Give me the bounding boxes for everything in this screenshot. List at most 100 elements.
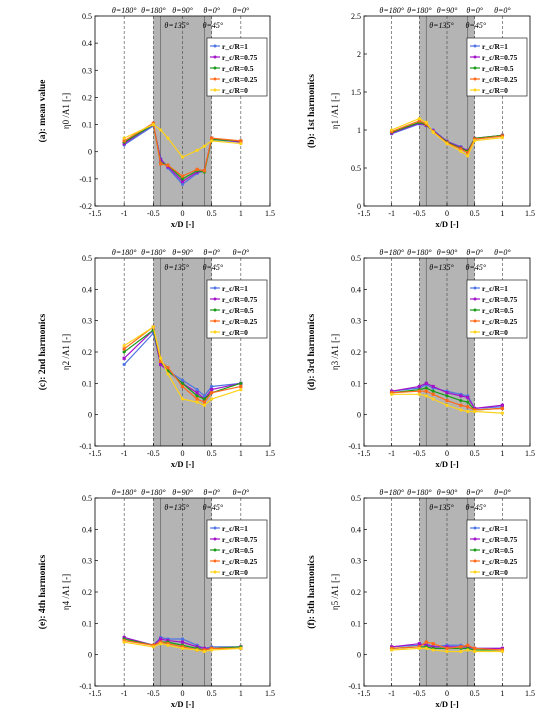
data-point: [159, 162, 163, 166]
theta-mid-label: θ=135°: [429, 263, 454, 272]
x-axis-label: x/D [-]: [435, 219, 459, 229]
x-tick-label: -1: [121, 449, 128, 458]
legend-label: r_c/R=0.75: [222, 535, 258, 544]
x-tick-label: -1.5: [89, 689, 102, 698]
data-point: [202, 394, 206, 398]
legend-box: [206, 279, 268, 339]
legend-label: r_c/R=0: [222, 568, 248, 577]
data-point: [466, 648, 470, 652]
y-tick-label: 0.5: [82, 494, 92, 503]
data-point: [459, 149, 463, 153]
theta-label: θ=0°: [466, 488, 483, 497]
theta-label: θ=180°: [112, 6, 137, 15]
theta-label: θ=0°: [203, 248, 220, 257]
legend-marker: [473, 559, 477, 563]
data-point: [465, 400, 470, 405]
y-tick-label: -0.1: [348, 442, 361, 451]
y-tick-label: 0.5: [82, 12, 92, 21]
legend-label: r_c/R=1: [222, 524, 248, 533]
y-tick-label: 0: [357, 202, 361, 211]
theta-label: θ=90°: [437, 6, 458, 15]
y-axis-label: η0 /A1 [-]: [61, 93, 71, 129]
data-point: [424, 381, 428, 385]
y-tick-label: 0.5: [351, 164, 361, 173]
legend-label: r_c/R=0: [222, 328, 248, 337]
panel-label: (b): 1st harmonics: [306, 74, 317, 148]
data-point: [239, 646, 243, 651]
data-point: [431, 384, 435, 389]
x-tick-label: -0.5: [413, 689, 426, 698]
legend-marker: [213, 66, 217, 70]
x-tick-label: -1.5: [358, 449, 371, 458]
legend-label: r_c/R=1: [222, 284, 248, 293]
panel-label: (a): mean value: [37, 80, 48, 143]
data-point: [417, 384, 421, 389]
data-point: [180, 179, 185, 184]
theta-label: θ=180°: [407, 488, 432, 497]
legend-marker: [473, 55, 477, 59]
y-tick-label: 0.3: [351, 317, 361, 326]
y-axis-label: η5 /A1 [-]: [330, 574, 340, 610]
data-point: [424, 386, 429, 391]
panel-label: (f): 5th harmonics: [306, 555, 317, 629]
x-tick-label: -1: [388, 449, 395, 458]
y-tick-label: 1.5: [351, 88, 361, 97]
legend-marker: [213, 44, 217, 48]
y-tick-label: -0.1: [79, 682, 92, 691]
x-axis-label: x/D [-]: [171, 699, 195, 709]
x-tick-label: 1: [500, 209, 504, 218]
x-tick-label: 1.5: [265, 209, 275, 218]
data-point: [238, 381, 243, 386]
x-tick-label: 1.5: [525, 449, 535, 458]
legend-label: r_c/R=0.5: [222, 306, 254, 315]
legend-label: r_c/R=0.25: [222, 317, 258, 326]
legend-box: [206, 37, 268, 97]
y-tick-label: 0: [357, 651, 361, 660]
data-point: [239, 139, 243, 143]
data-point: [445, 391, 449, 395]
data-point: [195, 400, 199, 404]
data-point: [195, 388, 199, 392]
data-point: [122, 640, 126, 644]
y-tick-label: 0.2: [82, 93, 92, 102]
x-tick-label: 0.5: [470, 209, 480, 218]
shaded-region: [153, 498, 212, 686]
theta-mid-label: θ=45°: [203, 263, 224, 272]
data-point: [122, 350, 127, 354]
legend-marker: [213, 77, 217, 81]
data-point: [159, 359, 163, 363]
chart-panel-5: -1.5 -1 -0.5 0 0.5 1 1.5 -0.1 0 0.1 0.2 0.3 0.4 0.5 x/…: [37, 488, 275, 709]
legend-label: r_c/R=0.75: [482, 295, 518, 304]
y-tick-label: 0: [88, 651, 92, 660]
data-point: [151, 645, 155, 649]
y-tick-label: 1: [357, 126, 361, 135]
data-point: [390, 648, 394, 652]
data-point: [122, 356, 126, 360]
y-tick-label: 0.2: [82, 348, 92, 357]
x-tick-label: 1: [500, 689, 504, 698]
theta-label: θ=0°: [494, 488, 511, 497]
data-point: [459, 147, 463, 151]
x-tick-label: 1.5: [265, 449, 275, 458]
legend-label: r_c/R=0.75: [482, 535, 518, 544]
chart-panel-2: -1.5 -1 -0.5 0 0.5 1 1.5 0 0.5 1 1.5 2 2.5 x/D [-] η1 …: [306, 6, 535, 229]
data-point: [210, 388, 214, 392]
legend-label: r_c/R=0: [482, 328, 508, 337]
chart-panel-6: -1.5 -1 -0.5 0 0.5 1 1.5 -0.1 0 0.1 0.2 0.3 0.4 0.5 x/…: [306, 488, 535, 709]
x-tick-label: -0.5: [147, 449, 160, 458]
data-point: [417, 392, 421, 396]
data-point: [159, 128, 163, 132]
legend-label: r_c/R=0: [482, 86, 508, 95]
x-tick-label: 0: [181, 209, 185, 218]
theta-label: θ=0°: [466, 6, 483, 15]
data-point: [500, 403, 504, 407]
x-axis-label: x/D [-]: [171, 459, 195, 469]
x-tick-label: 0.5: [207, 689, 217, 698]
y-tick-label: 0.4: [82, 39, 92, 48]
data-point: [417, 117, 421, 121]
data-point: [166, 136, 170, 140]
data-point: [424, 394, 428, 398]
y-tick-label: -0.1: [348, 682, 361, 691]
panel-label: (c): 2nd harmonics: [37, 313, 48, 390]
data-point: [459, 394, 463, 398]
